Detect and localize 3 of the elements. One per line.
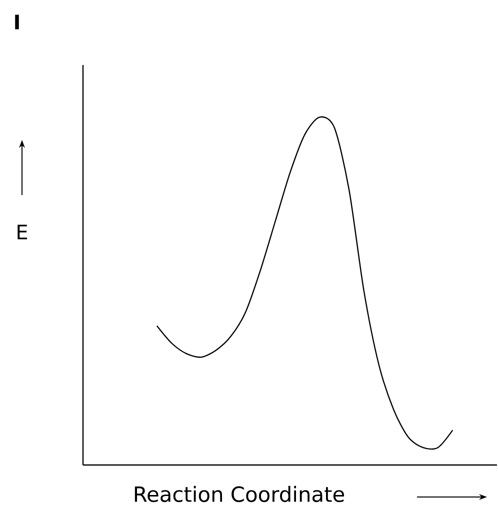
x-axis-title: Reaction Coordinate <box>134 486 344 502</box>
chart-title: I <box>15 14 19 30</box>
y-axis-title: E <box>18 224 28 240</box>
